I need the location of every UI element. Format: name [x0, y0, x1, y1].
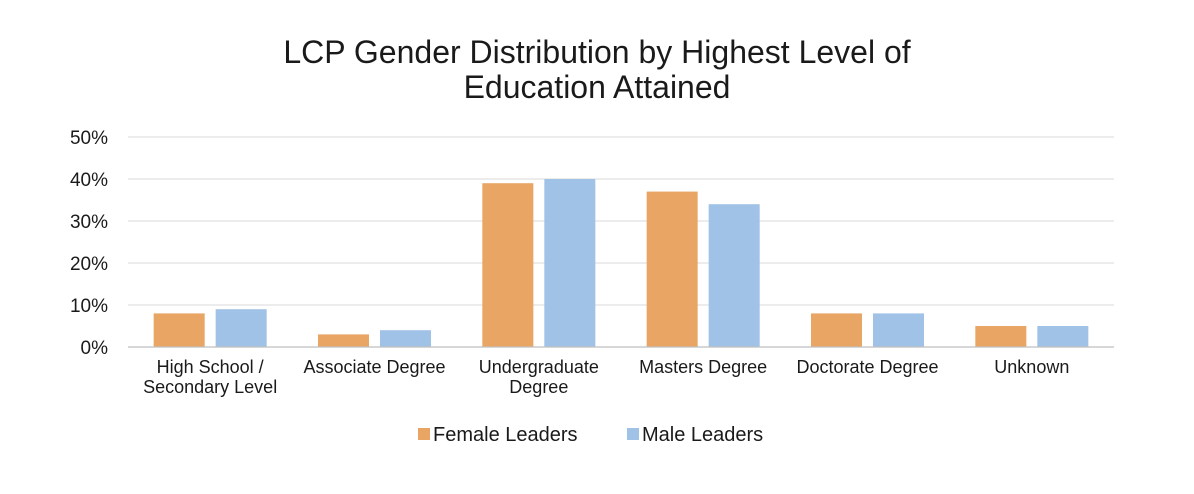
bar-male [215, 309, 267, 347]
bar-female [318, 334, 369, 347]
legend-swatch-female [418, 428, 430, 440]
x-category-label-line: Secondary Level [143, 377, 277, 397]
x-category-label: Doctorate Degree [796, 357, 938, 377]
bar-female [482, 183, 534, 347]
y-tick-label: 20% [70, 254, 108, 275]
x-category-label: Masters Degree [639, 357, 767, 377]
x-category-label: Unknown [994, 357, 1069, 377]
bar-female [153, 313, 205, 347]
legend-swatch-male [627, 428, 639, 440]
bar-male [380, 330, 431, 347]
y-tick-label: 40% [70, 170, 108, 191]
chart-title-line-1: LCP Gender Distribution by Highest Level… [283, 34, 910, 70]
y-tick-label: 50% [70, 128, 108, 149]
legend-label-female: Female Leaders [433, 424, 578, 446]
bar-male [1037, 326, 1089, 347]
bar-male [708, 204, 760, 347]
legend-label-male: Male Leaders [642, 424, 763, 446]
y-tick-label: 30% [70, 212, 108, 233]
x-category-label-line: Unknown [994, 357, 1069, 377]
x-category-label: High School / Secondary Level [143, 357, 277, 397]
bar-male [873, 313, 924, 347]
x-category-label: Undergraduate Degree [479, 357, 599, 397]
chart-title: LCP Gender Distribution by Highest Level… [283, 34, 910, 105]
x-category-label-line: High School / [157, 357, 264, 377]
x-axis-categories: High School / Secondary Level Associate De… [143, 357, 1069, 397]
y-tick-label: 0% [81, 338, 109, 359]
bar-male [544, 179, 596, 347]
x-category-label-line: Undergraduate [479, 357, 599, 377]
legend: Female Leaders Male Leaders [418, 424, 763, 446]
x-category-label-line: Associate Degree [303, 357, 445, 377]
x-category-label-line: Masters Degree [639, 357, 767, 377]
bar-female [811, 313, 862, 347]
x-category-label-line: Doctorate Degree [796, 357, 938, 377]
y-tick-label: 10% [70, 296, 108, 317]
bar-female [646, 191, 698, 347]
bar-female [975, 326, 1027, 347]
chart-title-line-2: Education Attained [464, 69, 731, 105]
bars [153, 179, 1089, 347]
x-category-label-line: Degree [509, 377, 568, 397]
gridlines [128, 136, 1114, 306]
y-axis-ticks: 0% 10% 20% 30% 40% 50% [70, 128, 108, 359]
x-category-label: Associate Degree [303, 357, 445, 377]
